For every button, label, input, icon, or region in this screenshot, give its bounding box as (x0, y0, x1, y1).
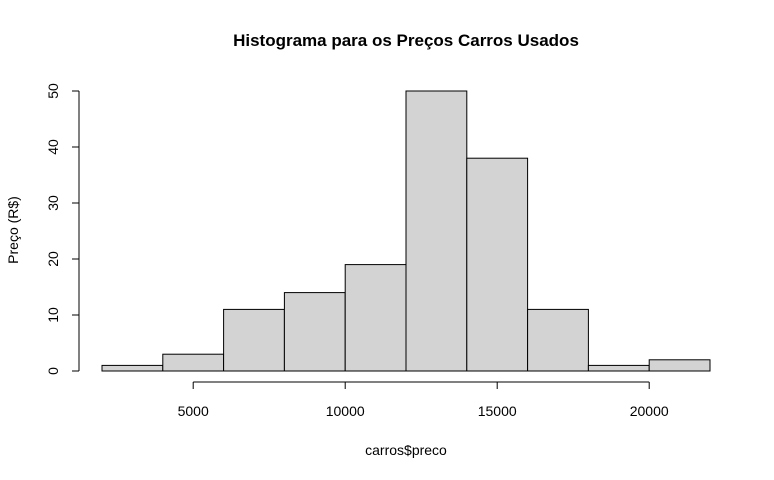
histogram-bar (587, 364, 650, 372)
bars-group (101, 90, 711, 372)
y-tick-label: 50 (45, 83, 61, 99)
x-tick-label: 15000 (478, 403, 517, 419)
x-tick-label: 5000 (178, 403, 209, 419)
histogram-bar (101, 364, 164, 372)
y-tick-label: 0 (45, 367, 61, 375)
x-tick-label: 10000 (326, 403, 365, 419)
x-axis-label: carros$preco (365, 442, 447, 458)
y-tick-label: 20 (45, 251, 61, 267)
histogram-bar (466, 157, 529, 372)
histogram-bar (648, 359, 711, 372)
chart-title: Histograma para os Preços Carros Usados (233, 31, 579, 50)
histogram-bar (527, 308, 589, 372)
x-axis: 5000 10000 15000 20000 (178, 381, 669, 419)
y-axis: 0 10 20 30 40 50 (45, 83, 80, 375)
y-tick-label: 30 (45, 195, 61, 211)
y-axis-label: Preço (R$) (5, 196, 21, 264)
histogram-bar (223, 308, 285, 372)
x-tick-label: 20000 (630, 403, 669, 419)
histogram-bar (405, 90, 468, 372)
histogram-bar (162, 353, 225, 372)
y-tick-label: 10 (45, 307, 61, 323)
histogram-bar (344, 264, 407, 372)
y-tick-label: 40 (45, 139, 61, 155)
histogram-bar (283, 292, 346, 372)
